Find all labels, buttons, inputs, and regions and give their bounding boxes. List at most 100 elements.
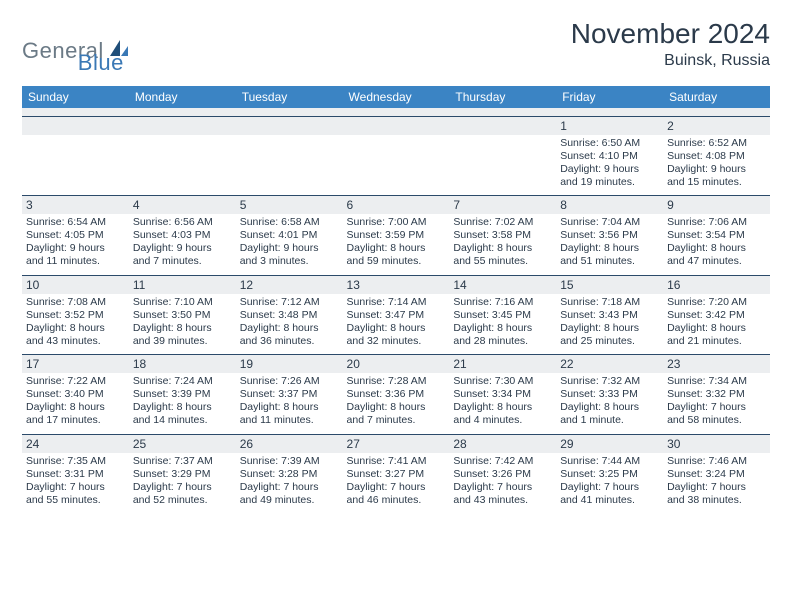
day-cell: 29Sunrise: 7:44 AMSunset: 3:25 PMDayligh… <box>556 434 663 513</box>
day-header-sat: Saturday <box>663 86 770 108</box>
week-row: 1Sunrise: 6:50 AMSunset: 4:10 PMDaylight… <box>22 116 770 196</box>
day-line-d1: Daylight: 8 hours <box>667 322 766 335</box>
day-cell: 5Sunrise: 6:58 AMSunset: 4:01 PMDaylight… <box>236 196 343 276</box>
day-cell: 8Sunrise: 7:04 AMSunset: 3:56 PMDaylight… <box>556 196 663 276</box>
day-line-d2: and 1 minute. <box>560 414 659 427</box>
day-line-d1: Daylight: 9 hours <box>667 163 766 176</box>
day-number: 21 <box>449 355 556 373</box>
day-line-sr: Sunrise: 7:12 AM <box>240 296 339 309</box>
day-line-sr: Sunrise: 7:06 AM <box>667 216 766 229</box>
day-line-ss: Sunset: 3:54 PM <box>667 229 766 242</box>
day-line-ss: Sunset: 4:08 PM <box>667 150 766 163</box>
day-cell: 21Sunrise: 7:30 AMSunset: 3:34 PMDayligh… <box>449 355 556 435</box>
day-header-mon: Monday <box>129 86 236 108</box>
day-line-ss: Sunset: 3:24 PM <box>667 468 766 481</box>
day-number: 20 <box>343 355 450 373</box>
day-line-d2: and 14 minutes. <box>133 414 232 427</box>
day-data: Sunrise: 7:37 AMSunset: 3:29 PMDaylight:… <box>129 453 236 514</box>
day-line-sr: Sunrise: 7:04 AM <box>560 216 659 229</box>
day-line-d1: Daylight: 8 hours <box>560 401 659 414</box>
day-line-d2: and 43 minutes. <box>453 494 552 507</box>
day-line-d1: Daylight: 8 hours <box>453 242 552 255</box>
day-line-sr: Sunrise: 7:22 AM <box>26 375 125 388</box>
header: General Blue November 2024 Buinsk, Russi… <box>22 18 770 76</box>
day-data: Sunrise: 7:06 AMSunset: 3:54 PMDaylight:… <box>663 214 770 275</box>
day-line-d2: and 4 minutes. <box>453 414 552 427</box>
day-line-ss: Sunset: 3:27 PM <box>347 468 446 481</box>
day-line-d1: Daylight: 8 hours <box>453 401 552 414</box>
day-line-ss: Sunset: 4:01 PM <box>240 229 339 242</box>
day-header-tue: Tuesday <box>236 86 343 108</box>
day-data: Sunrise: 7:04 AMSunset: 3:56 PMDaylight:… <box>556 214 663 275</box>
day-cell: 18Sunrise: 7:24 AMSunset: 3:39 PMDayligh… <box>129 355 236 435</box>
day-number: 8 <box>556 196 663 214</box>
day-cell: 30Sunrise: 7:46 AMSunset: 3:24 PMDayligh… <box>663 434 770 513</box>
day-line-d1: Daylight: 8 hours <box>560 242 659 255</box>
day-line-d2: and 52 minutes. <box>133 494 232 507</box>
day-number: 24 <box>22 435 129 453</box>
empty-day <box>449 117 556 135</box>
month-title: November 2024 <box>571 18 770 50</box>
logo-text-blue: Blue <box>78 50 124 76</box>
day-line-ss: Sunset: 3:47 PM <box>347 309 446 322</box>
day-number: 10 <box>22 276 129 294</box>
day-line-sr: Sunrise: 7:35 AM <box>26 455 125 468</box>
week-row: 10Sunrise: 7:08 AMSunset: 3:52 PMDayligh… <box>22 275 770 355</box>
day-number: 17 <box>22 355 129 373</box>
logo: General Blue <box>22 18 124 76</box>
day-data: Sunrise: 7:12 AMSunset: 3:48 PMDaylight:… <box>236 294 343 355</box>
day-line-sr: Sunrise: 7:37 AM <box>133 455 232 468</box>
day-data: Sunrise: 7:02 AMSunset: 3:58 PMDaylight:… <box>449 214 556 275</box>
day-number: 9 <box>663 196 770 214</box>
title-block: November 2024 Buinsk, Russia <box>571 18 770 70</box>
day-cell <box>343 116 450 196</box>
day-number: 23 <box>663 355 770 373</box>
empty-day <box>22 117 129 135</box>
day-line-ss: Sunset: 3:26 PM <box>453 468 552 481</box>
day-cell: 19Sunrise: 7:26 AMSunset: 3:37 PMDayligh… <box>236 355 343 435</box>
day-number: 1 <box>556 117 663 135</box>
day-number: 19 <box>236 355 343 373</box>
day-cell: 16Sunrise: 7:20 AMSunset: 3:42 PMDayligh… <box>663 275 770 355</box>
day-line-ss: Sunset: 3:37 PM <box>240 388 339 401</box>
day-number: 2 <box>663 117 770 135</box>
day-line-d2: and 21 minutes. <box>667 335 766 348</box>
day-data: Sunrise: 7:34 AMSunset: 3:32 PMDaylight:… <box>663 373 770 434</box>
day-line-sr: Sunrise: 7:26 AM <box>240 375 339 388</box>
day-cell <box>449 116 556 196</box>
day-line-sr: Sunrise: 6:56 AM <box>133 216 232 229</box>
day-line-ss: Sunset: 4:05 PM <box>26 229 125 242</box>
day-line-sr: Sunrise: 6:50 AM <box>560 137 659 150</box>
day-line-sr: Sunrise: 7:30 AM <box>453 375 552 388</box>
day-line-d1: Daylight: 8 hours <box>133 401 232 414</box>
day-header-thu: Thursday <box>449 86 556 108</box>
day-number: 16 <box>663 276 770 294</box>
day-line-sr: Sunrise: 7:39 AM <box>240 455 339 468</box>
day-line-d2: and 41 minutes. <box>560 494 659 507</box>
day-data: Sunrise: 7:41 AMSunset: 3:27 PMDaylight:… <box>343 453 450 514</box>
day-cell: 3Sunrise: 6:54 AMSunset: 4:05 PMDaylight… <box>22 196 129 276</box>
day-data: Sunrise: 7:00 AMSunset: 3:59 PMDaylight:… <box>343 214 450 275</box>
day-data: Sunrise: 6:50 AMSunset: 4:10 PMDaylight:… <box>556 135 663 196</box>
day-cell: 2Sunrise: 6:52 AMSunset: 4:08 PMDaylight… <box>663 116 770 196</box>
day-line-ss: Sunset: 4:03 PM <box>133 229 232 242</box>
day-line-d1: Daylight: 8 hours <box>133 322 232 335</box>
day-cell: 25Sunrise: 7:37 AMSunset: 3:29 PMDayligh… <box>129 434 236 513</box>
day-line-ss: Sunset: 3:32 PM <box>667 388 766 401</box>
day-line-d1: Daylight: 9 hours <box>240 242 339 255</box>
day-number: 27 <box>343 435 450 453</box>
week-row: 3Sunrise: 6:54 AMSunset: 4:05 PMDaylight… <box>22 196 770 276</box>
day-line-d2: and 17 minutes. <box>26 414 125 427</box>
day-line-ss: Sunset: 3:48 PM <box>240 309 339 322</box>
day-data: Sunrise: 7:20 AMSunset: 3:42 PMDaylight:… <box>663 294 770 355</box>
day-data: Sunrise: 6:56 AMSunset: 4:03 PMDaylight:… <box>129 214 236 275</box>
day-number: 22 <box>556 355 663 373</box>
day-line-d2: and 15 minutes. <box>667 176 766 189</box>
day-line-d1: Daylight: 7 hours <box>667 481 766 494</box>
day-number: 3 <box>22 196 129 214</box>
day-data: Sunrise: 7:35 AMSunset: 3:31 PMDaylight:… <box>22 453 129 514</box>
empty-day <box>236 117 343 135</box>
day-line-ss: Sunset: 3:59 PM <box>347 229 446 242</box>
day-line-ss: Sunset: 3:28 PM <box>240 468 339 481</box>
day-cell: 9Sunrise: 7:06 AMSunset: 3:54 PMDaylight… <box>663 196 770 276</box>
